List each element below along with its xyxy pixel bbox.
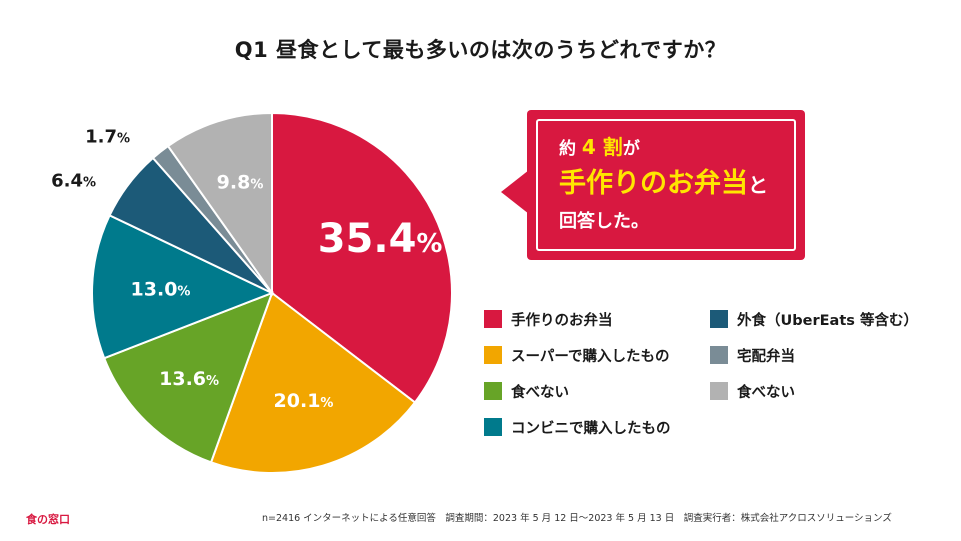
legend-item: 外食（UberEats 等含む）: [710, 306, 918, 332]
legend-label: スーパーで購入したもの: [511, 348, 670, 365]
pie-slice: [271, 111, 453, 404]
slice-value-label: 20.1%: [274, 390, 334, 412]
legend-swatch: [710, 346, 728, 364]
legend-swatch: [484, 346, 502, 364]
slice-value: 6.4: [51, 171, 83, 192]
slice-value-label: 13.6%: [159, 368, 219, 390]
slice-value: 1.7: [85, 127, 117, 148]
callout-line-1: 約 4 割が: [559, 134, 768, 162]
callout-line-3: 回答した。: [559, 211, 649, 232]
pie-chart: 35.4%20.1%13.6%13.0%6.4%1.7%9.8%: [51, 111, 453, 474]
pie-labels: 35.4%20.1%13.6%13.0%6.4%1.7%9.8%: [51, 127, 442, 412]
callout-border: [536, 119, 796, 251]
legend-item: 食べない: [710, 378, 795, 404]
survey-footnote: n=2416 インターネットによる任意回答 調査期間：2023 年 5 月 12…: [262, 513, 892, 524]
brand-logo-text: 食の窓口: [26, 513, 70, 526]
slice-value: 9.8: [217, 172, 251, 194]
callout-line-2: 手作りのお弁当と: [559, 164, 768, 205]
pie-slice: [166, 111, 273, 297]
slice-value: 13.6: [159, 368, 206, 390]
slice-value: 35.4: [318, 216, 417, 262]
legend-swatch: [710, 382, 728, 400]
legend-item: 食べない: [484, 378, 569, 404]
callout-line-2-highlight: 手作りのお弁当: [559, 168, 748, 199]
callout-text: 約 4 割が 手作りのお弁当と 回答した。: [559, 134, 768, 237]
legend-item: コンビニで購入したもの: [484, 414, 671, 440]
slice-unit: %: [177, 285, 190, 300]
slice-unit: %: [206, 374, 219, 389]
pie-slice: [102, 291, 274, 464]
legend-swatch: [484, 382, 502, 400]
legend-label: 手作りのお弁当: [511, 312, 613, 329]
slice-value-label: 6.4%: [51, 171, 96, 192]
callout-line-1-pre: 約: [559, 139, 582, 159]
legend-item: 手作りのお弁当: [484, 306, 613, 332]
pie-slice: [91, 214, 275, 360]
slice-unit: %: [250, 178, 263, 193]
legend-label: 外食（UberEats 等含む）: [737, 312, 918, 329]
legend-item: スーパーで購入したもの: [484, 342, 669, 368]
slice-value: 20.1: [274, 390, 321, 412]
callout-line-1-highlight: 4 割: [581, 135, 623, 159]
slice-value-label: 9.8%: [217, 172, 264, 194]
slice-value-label: 1.7%: [85, 127, 130, 148]
slice-unit: %: [117, 132, 130, 147]
callout-line-2-post: と: [748, 173, 768, 197]
callout-background: [527, 110, 805, 260]
slice-unit: %: [320, 396, 333, 411]
slice-unit: %: [83, 176, 96, 191]
legend-swatch: [484, 310, 502, 328]
legend-swatch: [484, 418, 502, 436]
legend-label: コンビニで購入したもの: [511, 420, 671, 437]
legend-item: 宅配弁当: [710, 342, 795, 368]
slice-unit: %: [416, 229, 442, 259]
legend-label: 食べない: [737, 384, 795, 401]
callout-line-1-post: が: [622, 139, 640, 159]
legend-swatch: [710, 310, 728, 328]
callout-tail: [501, 170, 529, 214]
slice-value-label: 13.0%: [131, 279, 191, 301]
callout-box: 約 4 割が 手作りのお弁当と 回答した。: [501, 110, 805, 260]
slice-value: 13.0: [131, 279, 178, 301]
legend-label: 宅配弁当: [737, 348, 795, 365]
chart-title: Q1 昼食として最も多いのは次のうちどれですか？: [234, 38, 727, 62]
slice-value-label: 35.4%: [318, 216, 443, 262]
pie-slice: [209, 291, 417, 474]
legend-label: 食べない: [511, 384, 569, 401]
